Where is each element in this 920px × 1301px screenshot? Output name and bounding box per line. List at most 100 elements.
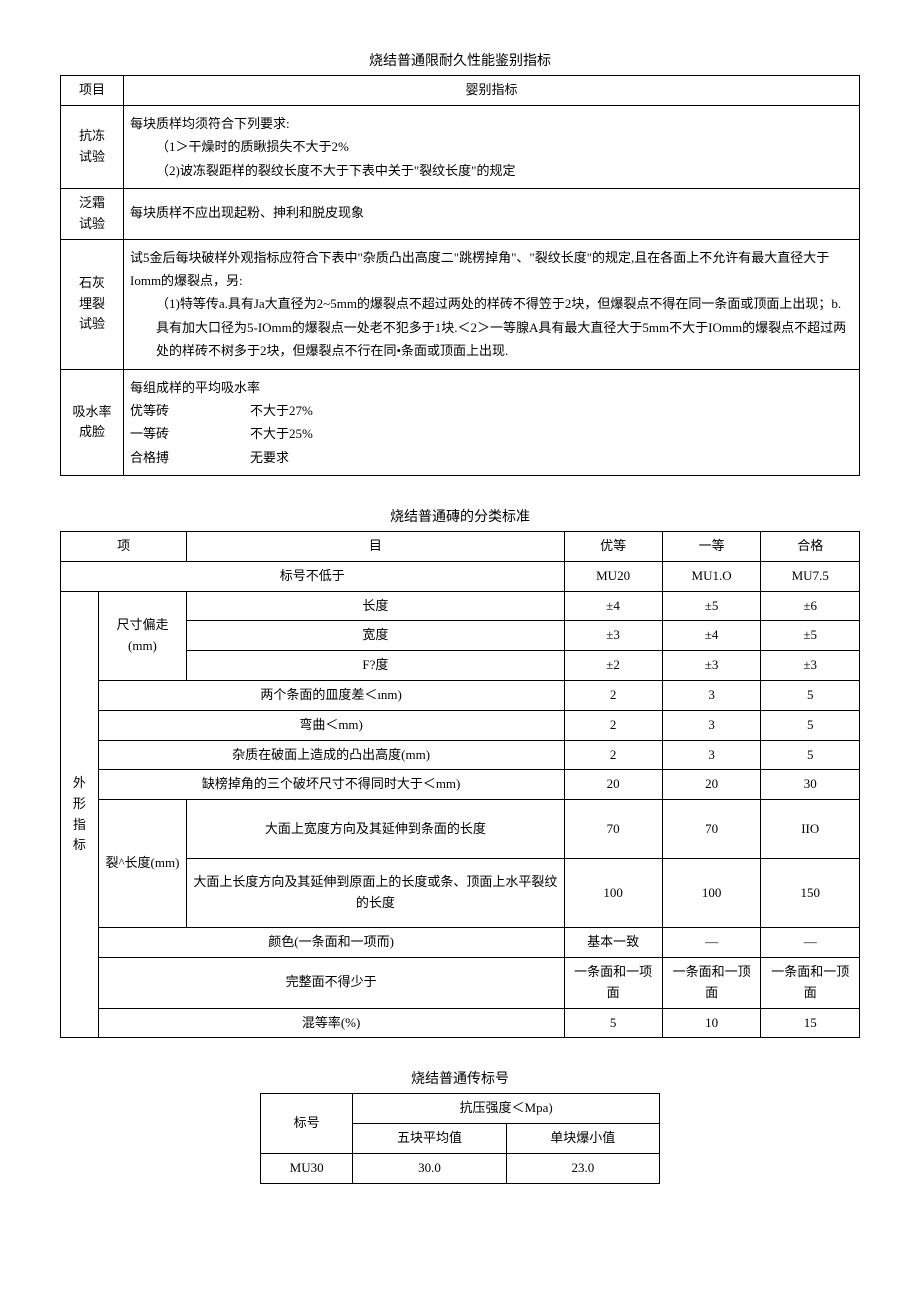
table1-header: 项目 婴别指标 [61, 76, 860, 106]
t2-size-r1h: ±6 [761, 591, 860, 621]
t2-simple-r2: 杂质在破面上造成的凸出高度(mm) 2 3 5 [61, 740, 860, 770]
t2-c1y: 100 [564, 859, 662, 928]
t2-crack-label: 裂^长度(mm) [98, 800, 187, 928]
t1-absorb-name: 吸水率成脸 [61, 369, 124, 476]
t3-mark: 标号 [261, 1094, 353, 1154]
t3-avg: 五块平均值 [353, 1124, 506, 1154]
table2-title: 烧结普通磚的分类标准 [60, 506, 860, 526]
t2-s0n: 两个条面的皿度差＜ınm) [98, 681, 564, 711]
t2-mix-n: 混等率(%) [98, 1008, 564, 1038]
t1-row-absorb: 吸水率成脸 每组成样的平均吸水率 优等砖不大于27% 一等砖不大于25% 合格搏… [61, 369, 860, 476]
t2-s3h: 30 [761, 770, 860, 800]
t2-size-r3h: ±3 [761, 651, 860, 681]
t2-size-label: 尺寸偏走(mm) [98, 591, 187, 680]
t1-frost-l1: 每块质样均须符合下列要求: [130, 116, 290, 131]
t2-h-yi: 一等 [662, 532, 761, 562]
t1-abs-r1b: 不大于27% [250, 403, 313, 418]
t2-header: 项 目 优等 一等 合格 [61, 532, 860, 562]
t2-size-r1i: ±5 [662, 591, 761, 621]
t2-mix: 混等率(%) 5 10 15 [61, 1008, 860, 1038]
t1-abs-r1a: 优等砖 [130, 399, 250, 422]
t2-size-r3i: ±3 [662, 651, 761, 681]
t2-mark-you: MU20 [564, 561, 662, 591]
t1-lime-name: 石灰埋裂试验 [61, 239, 124, 369]
t2-simple-r0: 两个条面的皿度差＜ınm) 2 3 5 [61, 681, 860, 711]
t1-h2: 婴别指标 [124, 76, 860, 106]
t2-c1i: 100 [662, 859, 761, 928]
t2-face-y: 一条面和一项面 [564, 958, 662, 1009]
t2-s1h: 5 [761, 710, 860, 740]
t2-simple-r3: 缺榜掉角的三个破坏尺寸不得同时大于＜mm) 20 20 30 [61, 770, 860, 800]
t2-s1y: 2 [564, 710, 662, 740]
t2-mark-row: 标号不低于 MU20 MU1.O MU7.5 [61, 561, 860, 591]
t2-color: 颜色(一条面和一项而) 基本一致 — — [61, 928, 860, 958]
t1-lime-content: 试5金后每块破样外观指标应符合下表中"杂质凸出高度二"跳楞掉角"、"裂纹长度"的… [124, 239, 860, 369]
t2-face-h: 一条面和一顶面 [761, 958, 860, 1009]
table2: 项 目 优等 一等 合格 标号不低于 MU20 MU1.O MU7.5 外形指标… [60, 531, 860, 1038]
t2-face: 完整面不得少于 一条面和一项面 一条面和一顶面 一条面和一顶面 [61, 958, 860, 1009]
t2-h-item: 项 [61, 532, 187, 562]
t1-frost-l3: （2)诐冻裂距样的裂纹长度不大于下表中关于"裂纹长度"的规定 [130, 159, 853, 182]
t2-c0y: 70 [564, 800, 662, 859]
t2-size-r2n: 宽度 [187, 621, 564, 651]
t1-h1: 项目 [61, 76, 124, 106]
t1-lime-l2: （1)特等传a.具有Ja大直径为2~5mm的爆裂点不超过两处的样砖不得笠于2块，… [130, 292, 853, 362]
t1-absorb-intro: 每组成样的平均吸水率 [130, 380, 260, 395]
t2-size-r2y: ±3 [564, 621, 662, 651]
table3: 标号 抗压强度＜Mpa) 五块平均值 单块爆小值 MU30 30.0 23.0 [260, 1093, 660, 1183]
t2-s1i: 3 [662, 710, 761, 740]
t2-c0i: 70 [662, 800, 761, 859]
t1-absorb-content: 每组成样的平均吸水率 优等砖不大于27% 一等砖不大于25% 合格搏无要求 [124, 369, 860, 476]
t2-mix-y: 5 [564, 1008, 662, 1038]
t3-strength: 抗压强度＜Mpa) [353, 1094, 660, 1124]
t1-efflor-content: 每块质样不应出现起粉、抻利和脱皮现象 [124, 188, 860, 239]
table3-title: 烧结普通传标号 [60, 1068, 860, 1088]
t3-r0-single: 23.0 [506, 1154, 659, 1184]
t1-abs-r2a: 一等砖 [130, 422, 250, 445]
t1-row-efflor: 泛霜试验 每块质样不应出现起粉、抻利和脱皮现象 [61, 188, 860, 239]
t2-mark-he: MU7.5 [761, 561, 860, 591]
t2-s3i: 20 [662, 770, 761, 800]
t2-h-mu: 目 [187, 532, 564, 562]
t2-c0h: IIO [761, 800, 860, 859]
t1-frost-content: 每块质样均须符合下列要求: （1＞干燥时的质瞅损失不大于2% （2)诐冻裂距样的… [124, 105, 860, 188]
t1-row-lime: 石灰埋裂试验 试5金后每块破样外观指标应符合下表中"杂质凸出高度二"跳楞掉角"、… [61, 239, 860, 369]
t2-size-r2i: ±4 [662, 621, 761, 651]
t2-color-h: — [761, 928, 860, 958]
t2-crack-r0: 裂^长度(mm) 大面上宽度方向及其延伸到条面的长度 70 70 IIO [61, 800, 860, 859]
table1: 项目 婴别指标 抗冻试验 每块质样均须符合下列要求: （1＞干燥时的质瞅损失不大… [60, 75, 860, 476]
t1-frost-l2: （1＞干燥时的质瞅损失不大于2% [130, 135, 853, 158]
t2-color-n: 颜色(一条面和一项而) [98, 928, 564, 958]
t2-size-r2h: ±5 [761, 621, 860, 651]
t2-s0i: 3 [662, 681, 761, 711]
t2-size-r1: 外形指标 尺寸偏走(mm) 长度 ±4 ±5 ±6 [61, 591, 860, 621]
t2-mix-i: 10 [662, 1008, 761, 1038]
t2-s3y: 20 [564, 770, 662, 800]
t2-size-r1n: 长度 [187, 591, 564, 621]
t2-color-y: 基本一致 [564, 928, 662, 958]
t2-c0n: 大面上宽度方向及其延伸到条面的长度 [187, 800, 564, 859]
t3-r0-avg: 30.0 [353, 1154, 506, 1184]
t2-face-i: 一条面和一顶面 [662, 958, 761, 1009]
t2-s2n: 杂质在破面上造成的凸出高度(mm) [98, 740, 564, 770]
t2-s0y: 2 [564, 681, 662, 711]
t2-c1n: 大面上长度方向及其延伸到原面上的长度或条、顶面上水平裂纹的长度 [187, 859, 564, 928]
t2-s3n: 缺榜掉角的三个破坏尺寸不得同时大于＜mm) [98, 770, 564, 800]
t2-color-i: — [662, 928, 761, 958]
t2-mix-h: 15 [761, 1008, 860, 1038]
t3-r0-mark: MU30 [261, 1154, 353, 1184]
table1-title: 烧结普通限耐久性能鉴别指标 [60, 50, 860, 70]
t2-s2h: 5 [761, 740, 860, 770]
t1-abs-r3b: 无要求 [250, 450, 289, 465]
t1-row-frost: 抗冻试验 每块质样均须符合下列要求: （1＞干燥时的质瞅损失不大于2% （2)诐… [61, 105, 860, 188]
t2-s1n: 弯曲＜mm) [98, 710, 564, 740]
t3-h1: 标号 抗压强度＜Mpa) [261, 1094, 660, 1124]
t1-frost-name: 抗冻试验 [61, 105, 124, 188]
t2-s2i: 3 [662, 740, 761, 770]
t2-c1h: 150 [761, 859, 860, 928]
t1-lime-l1: 试5金后每块破样外观指标应符合下表中"杂质凸出高度二"跳楞掉角"、"裂纹长度"的… [130, 250, 829, 288]
t1-abs-r3a: 合格搏 [130, 446, 250, 469]
t1-abs-r2b: 不大于25% [250, 426, 313, 441]
t3-single: 单块爆小值 [506, 1124, 659, 1154]
t2-s0h: 5 [761, 681, 860, 711]
